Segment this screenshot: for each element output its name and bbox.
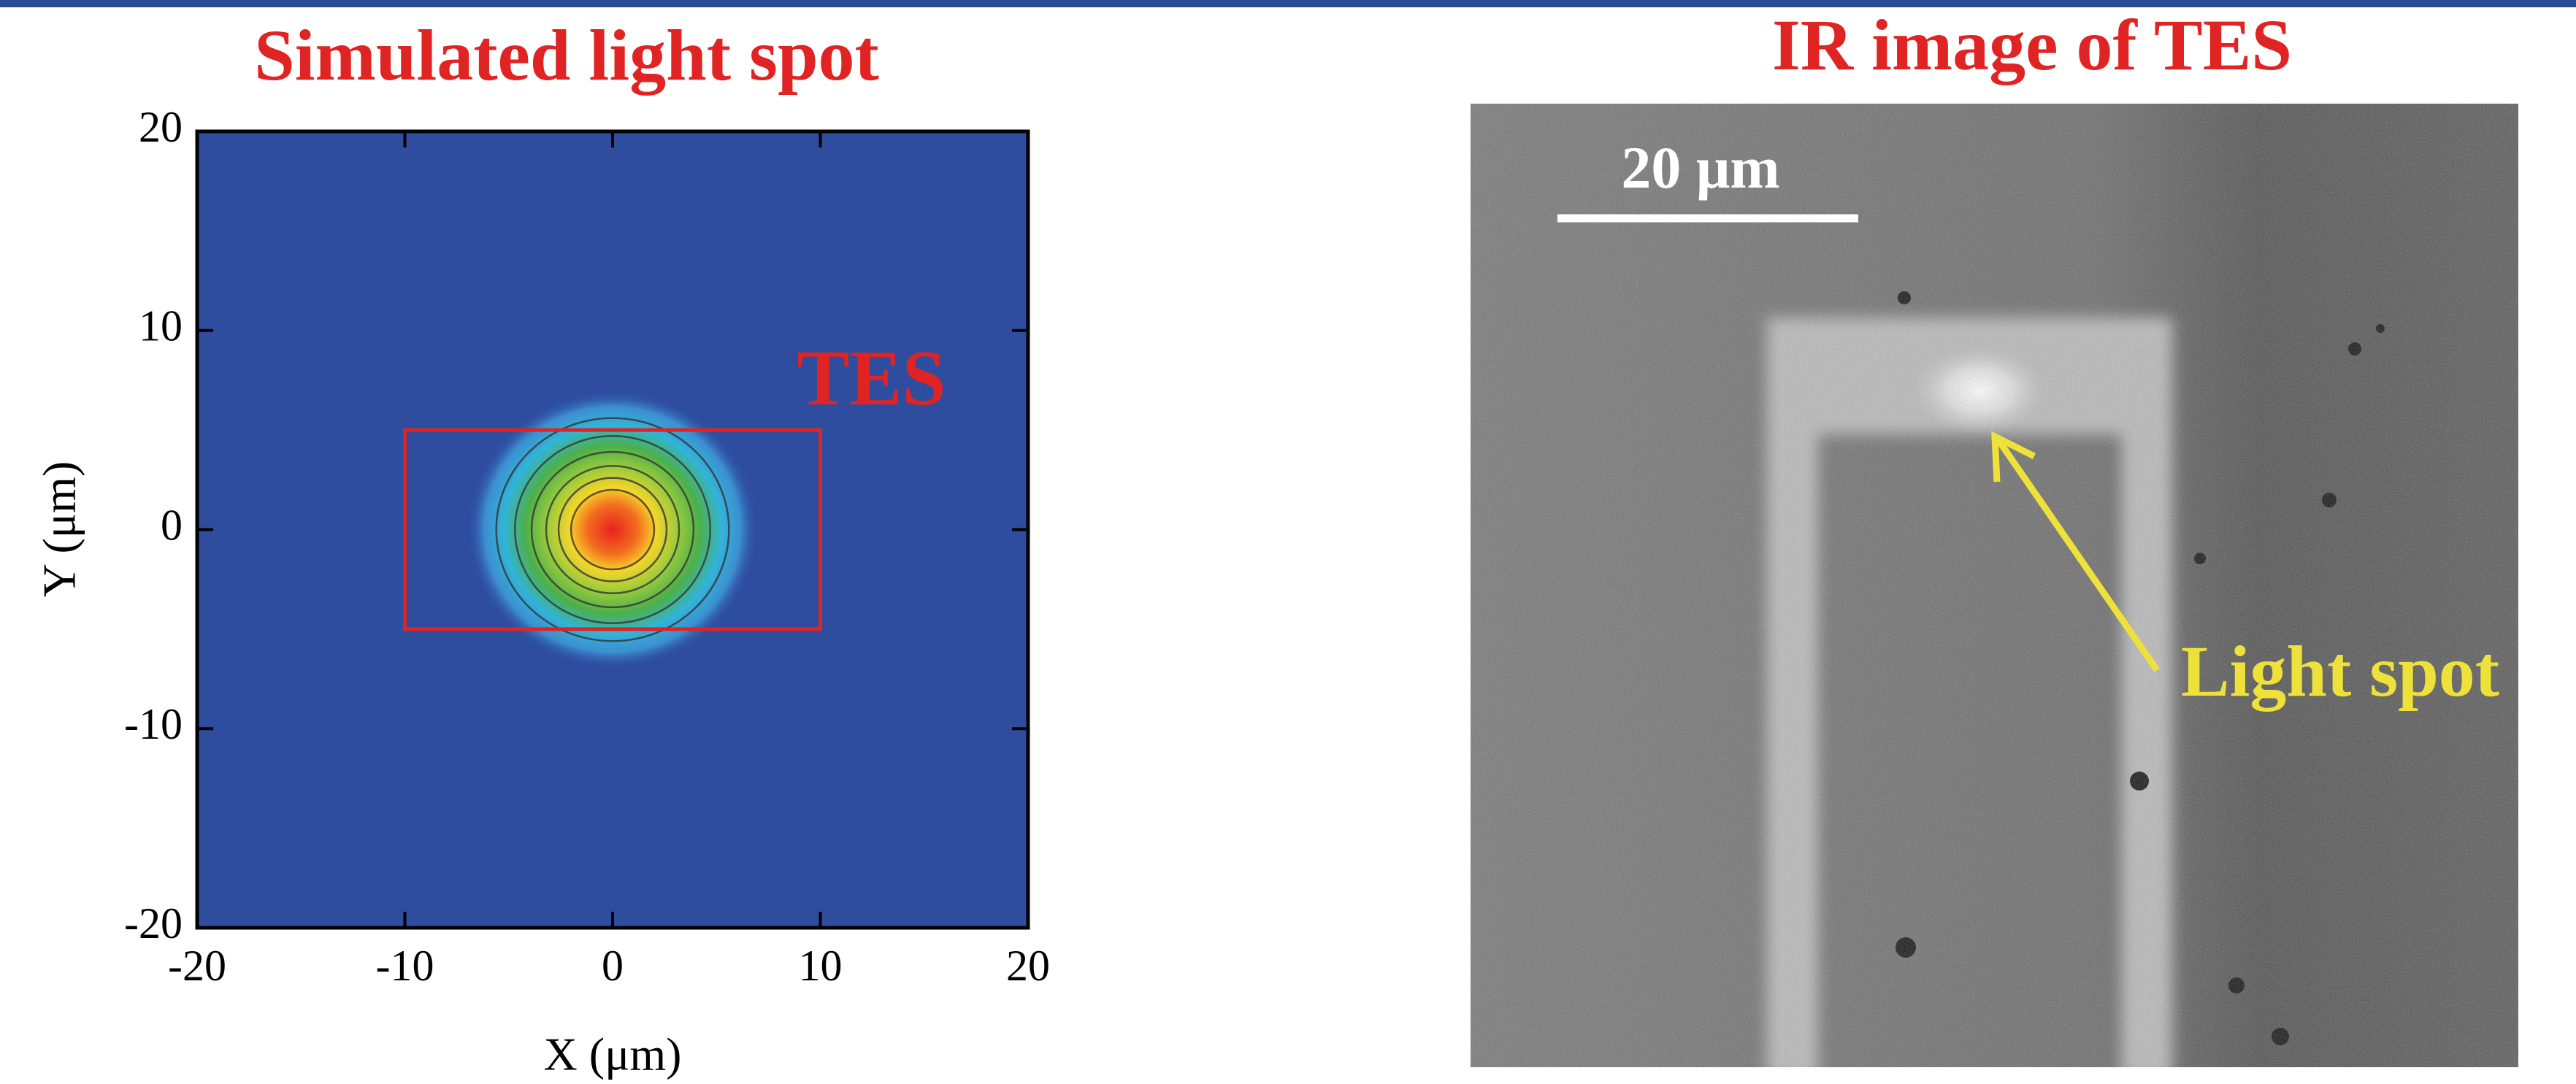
x-axis-label: X (μm) — [544, 1029, 682, 1080]
chart-title: Simulated light spot — [254, 15, 879, 96]
ir-image — [1471, 104, 2518, 1077]
scale-bar-label: 20 μm — [1621, 134, 1779, 201]
y-tick-label: 10 — [139, 302, 183, 350]
page: 20 μm IR image of TES Light spot Simulat… — [0, 0, 2576, 1084]
x-tick-label: -20 — [168, 942, 226, 990]
light-spot — [467, 391, 758, 669]
y-tick-label: -10 — [124, 700, 183, 748]
x-tick-label: -10 — [376, 942, 434, 990]
image-title: IR image of TES — [1772, 4, 2292, 85]
x-tick-label: 0 — [602, 942, 624, 990]
figure: 20 μm IR image of TES Light spot Simulat… — [0, 0, 2576, 1084]
x-tick-label: 20 — [1006, 942, 1050, 990]
y-tick-label: 0 — [161, 501, 183, 549]
tes-label: TES — [797, 335, 946, 422]
y-axis-label: Y (μm) — [34, 461, 85, 598]
y-tick-label: 20 — [139, 103, 183, 151]
y-tick-label: -20 — [124, 899, 183, 947]
x-tick-label: 10 — [799, 942, 843, 990]
annotation: Light spot — [2181, 631, 2499, 712]
